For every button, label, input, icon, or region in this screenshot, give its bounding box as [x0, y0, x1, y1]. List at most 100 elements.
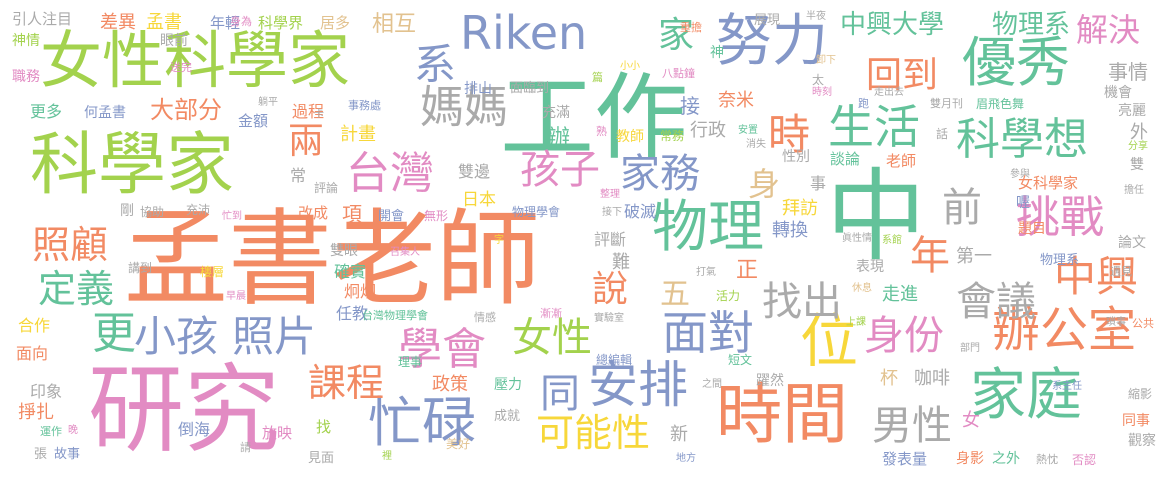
- word-comment: 評論: [314, 181, 339, 195]
- word-run: 跑: [858, 97, 869, 110]
- word-pressure: 壓力: [494, 377, 522, 393]
- word-dept-building: 系館: [882, 235, 902, 246]
- word-dept-head: 系主任: [1052, 381, 1082, 392]
- word-facing: 面臨到: [510, 81, 550, 96]
- word-young: 年輕: [210, 14, 241, 32]
- word-lie-flat: 躺平: [258, 97, 278, 108]
- word-policy: 政策: [432, 374, 468, 395]
- word-riken: Riken: [460, 6, 588, 60]
- word-late: 晚: [68, 425, 78, 436]
- word-year: 年: [910, 233, 950, 279]
- word-japan: 日本: [462, 190, 496, 210]
- word-positive: 正: [736, 258, 759, 283]
- word-true-nature: 眞性情: [842, 233, 872, 244]
- word-director: 理事: [398, 355, 423, 369]
- word-figure: 身影: [956, 451, 984, 467]
- word-cup: 杯: [880, 368, 898, 389]
- word-process: 過程: [292, 102, 325, 121]
- word-solve: 解決: [1076, 11, 1141, 49]
- word-achievement: 成就: [494, 409, 521, 424]
- word-time: 時間: [716, 376, 848, 453]
- word-mother: 媽媽: [420, 82, 508, 133]
- word-middle: 中: [826, 158, 926, 275]
- word-plan: 計畫: [340, 124, 376, 145]
- word-office: 辦公室: [992, 302, 1137, 358]
- word-two: 兩: [288, 121, 325, 162]
- word-possibility: 可能性: [536, 411, 651, 455]
- word-front: 前: [942, 185, 982, 231]
- word-effort: 努力: [716, 9, 828, 74]
- word-moment: 時刻: [812, 87, 832, 98]
- word-excellent: 優秀: [962, 31, 1070, 94]
- word-define: 定義: [38, 267, 115, 311]
- word-meet: 遇見: [1110, 265, 1132, 278]
- word-work: 工作: [500, 64, 689, 173]
- word-full: 充滿: [542, 105, 570, 121]
- word-too: 太: [812, 73, 825, 87]
- word-challenge: 挑戰: [1016, 192, 1104, 243]
- word-animated: 眉飛色舞: [976, 97, 1025, 111]
- word-department: 系: [414, 40, 457, 89]
- word-do: 辦: [548, 126, 571, 151]
- word-sent: 送完: [170, 61, 192, 74]
- word-publications: 發表量: [882, 450, 928, 468]
- word-laboratory: 實驗室: [594, 313, 624, 324]
- word-matters: 事情: [1108, 60, 1148, 84]
- word-standing: 常務: [660, 129, 685, 143]
- word-open-meeting: 開會: [378, 209, 405, 224]
- word-thing: 事: [810, 174, 827, 193]
- word-course: 課程: [308, 361, 385, 405]
- word-participate: 參與: [1010, 169, 1030, 180]
- word-woman: 女: [962, 410, 980, 431]
- word-enthusiasm: 熱忱: [1036, 453, 1058, 466]
- word-serve: 擔任: [1124, 185, 1144, 196]
- word-often: 常: [290, 166, 307, 185]
- word-class: 上課: [846, 317, 866, 328]
- word-burden: 重擔: [680, 21, 702, 34]
- word-show: 展現: [754, 13, 781, 28]
- word-emotion: 情感: [474, 311, 496, 324]
- word-find-out: 找出: [762, 279, 842, 325]
- word-unload: 卸下: [816, 55, 836, 66]
- word-short-text: 短文: [728, 353, 753, 367]
- word-midnight: 半夜: [806, 11, 826, 22]
- word-god: 神: [710, 45, 724, 61]
- word-first: 第一: [956, 246, 992, 267]
- word-return: 回到: [866, 55, 939, 96]
- word-mutual: 相互: [372, 12, 417, 37]
- word-five: 五: [660, 277, 690, 312]
- word-physics-dept-small: 物理系: [1040, 253, 1080, 268]
- word-teach: 任教: [336, 304, 369, 323]
- word-ho-meng-shu: 何孟書: [84, 105, 126, 121]
- word-beautiful: 美好: [446, 437, 471, 451]
- word-morning: 早晨: [226, 291, 246, 302]
- word-aspect: 面向: [16, 344, 49, 363]
- word-little: 小小: [620, 61, 640, 72]
- word-character: 字: [494, 235, 504, 246]
- word-most: 大部分: [150, 96, 222, 124]
- word-duty: 職務: [12, 69, 40, 85]
- word-story: 故事: [54, 447, 81, 462]
- word-observe: 觀察: [1128, 433, 1156, 449]
- word-say: 說: [592, 269, 629, 310]
- word-kid: 小孩: [134, 312, 219, 361]
- word-teacher-staff: 教師: [616, 129, 644, 145]
- word-disappear: 消失: [746, 139, 766, 150]
- word-more: 更: [92, 308, 136, 359]
- word-floor: 樓層: [200, 265, 225, 279]
- word-female-scientist: 女性科學家: [40, 24, 351, 97]
- word-share: 分享: [1128, 141, 1148, 152]
- word-difficult: 難: [612, 252, 630, 273]
- word-majority: 居多: [320, 14, 351, 32]
- word-bimonthly: 雙月刊: [930, 97, 963, 110]
- word-men: 男性: [872, 403, 952, 449]
- word-gradually: 漸漸: [540, 307, 562, 320]
- word-mountain: 排山: [464, 81, 492, 97]
- word-colleague: 同事: [1122, 413, 1150, 429]
- word-position: 位: [800, 307, 859, 375]
- word-changed: 改成: [298, 204, 329, 222]
- word-before-eyes: 眼前: [160, 33, 188, 49]
- word-teacher: 老師: [886, 152, 917, 170]
- word-settle: 安置: [738, 125, 758, 136]
